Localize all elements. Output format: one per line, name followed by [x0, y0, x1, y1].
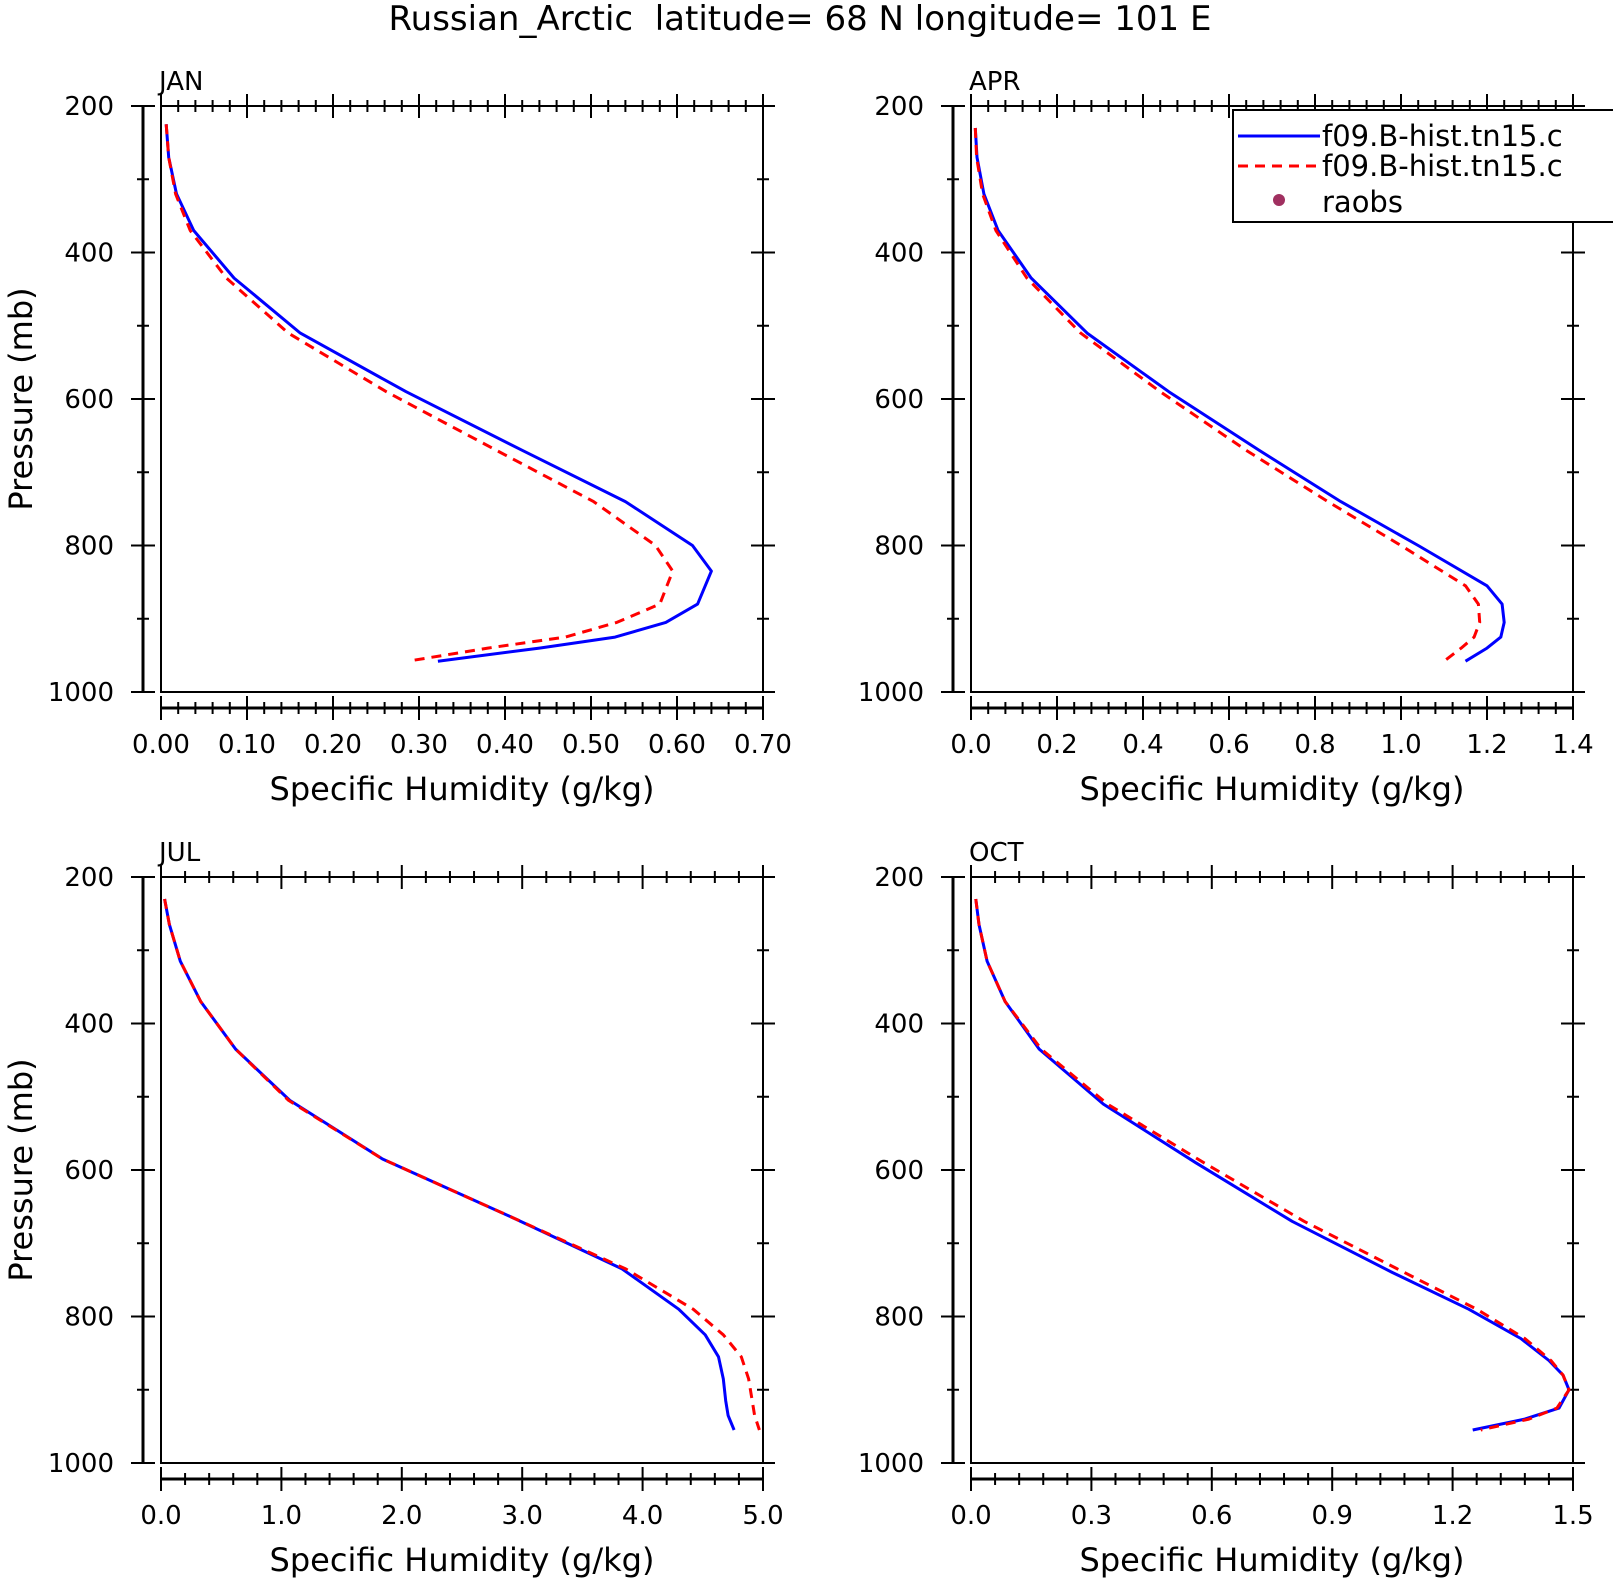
apr-x-tick-label: 0.0 [950, 730, 991, 760]
apr-y-tick-label: 400 [874, 239, 924, 269]
apr-x-tick-label: 1.4 [1552, 730, 1593, 760]
jul-y-tick-label: 1000 [48, 1449, 114, 1479]
jul-x-tick-label: 2.0 [381, 1501, 422, 1531]
jul-y-tick-label: 200 [64, 863, 114, 893]
jul-x-tick-label: 4.0 [622, 1501, 663, 1531]
oct-x-tick-label: 1.5 [1552, 1501, 1593, 1531]
oct-x-tick-label: 0.0 [950, 1501, 991, 1531]
oct-x-tick-label: 1.2 [1432, 1501, 1473, 1531]
jan-series-solid-line [164, 124, 713, 663]
apr-x-tick-label: 1.0 [1380, 730, 1421, 760]
jan-y-tick-label: 400 [64, 239, 114, 269]
jul-y-tick-label: 800 [64, 1303, 114, 1333]
jul-y-tick-label: 600 [64, 1156, 114, 1186]
jan-x-tick-label: 0.00 [132, 730, 190, 760]
legend-label-1: f09.B-hist.tn15.c [1322, 119, 1563, 153]
oct-x-tick-label: 0.9 [1312, 1501, 1353, 1531]
panels: 200 400 600 800 1000 0.00 0.10 0.20 0.30 0.40 0.50… [2, 67, 1594, 1579]
apr-x-tick-label: 0.6 [1208, 730, 1249, 760]
legend-marker-raobs [1273, 194, 1285, 206]
jan-panel-label: JAN [157, 67, 203, 97]
apr-y-tick-label: 200 [874, 92, 924, 122]
oct-series-dashed-line [974, 898, 1571, 1432]
jan-x-tick-label: 0.40 [476, 730, 534, 760]
oct-series-solid-line [974, 898, 1571, 1432]
apr-y-tick-label: 600 [874, 385, 924, 415]
apr-x-tick-label: 0.4 [1122, 730, 1163, 760]
oct-panel-label: OCT [969, 838, 1024, 868]
jan-y-tick-label: 800 [64, 532, 114, 562]
jan-y-tick-label: 600 [64, 385, 114, 415]
jul-y-axis-title: Pressure (mb) [2, 1058, 40, 1281]
jan-x-tick-label: 0.50 [562, 730, 620, 760]
jan-y-tick-label: 200 [64, 92, 114, 122]
jul-x-tick-label: 1.0 [261, 1501, 302, 1531]
jul-x-tick-label: 3.0 [502, 1501, 543, 1531]
oct-y-tick-label: 200 [874, 863, 924, 893]
apr-x-tick-label: 1.2 [1466, 730, 1507, 760]
oct-y-tick-label: 400 [874, 1010, 924, 1040]
apr-x-tick-label: 0.2 [1036, 730, 1077, 760]
apr-series-dashed-line [973, 127, 1482, 663]
apr-x-axis-title: Specific Humidity (g/kg) [1080, 770, 1465, 808]
jul-y-tick-label: 400 [64, 1010, 114, 1040]
jul-panel-label: JUL [157, 838, 201, 868]
oct-y-tick-label: 600 [874, 1156, 924, 1186]
jan-y-tick-label: 1000 [48, 678, 114, 708]
jul-x-tick-label: 5.0 [742, 1501, 783, 1531]
apr-panel-label: APR [969, 67, 1021, 97]
jul-x-axis-title: Specific Humidity (g/kg) [270, 1541, 655, 1579]
jan-series-dashed-line [164, 124, 675, 663]
legend-label-2: f09.B-hist.tn15.c [1322, 149, 1563, 183]
oct-x-tick-label: 0.6 [1191, 1501, 1232, 1531]
panel-jul: 200 400 600 800 1000 0.0 1.0 2.0 3.0 4.0 5.0 JUL Spe… [2, 838, 784, 1579]
figure-title: Russian_Arctic latitude= 68 N longitude=… [389, 0, 1212, 39]
jan-x-tick-label: 0.10 [218, 730, 276, 760]
legend: f09.B-hist.tn15.c f09.B-hist.tn15.c raob… [1232, 109, 1613, 223]
apr-x-tick-label: 0.8 [1294, 730, 1335, 760]
jan-x-tick-label: 0.60 [648, 730, 706, 760]
panel-jan: 200 400 600 800 1000 0.00 0.10 0.20 0.30 0.40 0.50… [2, 67, 792, 808]
apr-series-solid-line [973, 127, 1506, 663]
legend-label-3: raobs [1322, 185, 1403, 219]
jan-x-tick-label: 0.70 [734, 730, 792, 760]
jan-y-axis-title: Pressure (mb) [2, 287, 40, 510]
jan-x-tick-label: 0.20 [304, 730, 362, 760]
jul-x-tick-label: 0.0 [140, 1501, 181, 1531]
oct-y-tick-label: 800 [874, 1303, 924, 1333]
apr-y-tick-label: 800 [874, 532, 924, 562]
apr-y-tick-label: 1000 [858, 678, 924, 708]
oct-y-tick-label: 1000 [858, 1449, 924, 1479]
jan-x-tick-label: 0.30 [390, 730, 448, 760]
panel-oct: 200 400 600 800 1000 0.0 0.3 0.6 0.9 1.2 1.5 OCT Spe… [858, 838, 1594, 1579]
jul-series-dashed-line [163, 898, 761, 1431]
jul-frame [160, 876, 764, 1464]
jan-frame [160, 105, 764, 693]
jul-series-solid-line [163, 898, 736, 1431]
oct-x-axis-title: Specific Humidity (g/kg) [1080, 1541, 1465, 1579]
oct-frame [970, 876, 1574, 1464]
oct-x-tick-label: 0.3 [1071, 1501, 1112, 1531]
panel-apr: 200 400 600 800 1000 0.0 0.2 0.4 0.6 0.8 1.0 1.2 1.4… [858, 67, 1594, 808]
jan-x-axis-title: Specific Humidity (g/kg) [270, 770, 655, 808]
